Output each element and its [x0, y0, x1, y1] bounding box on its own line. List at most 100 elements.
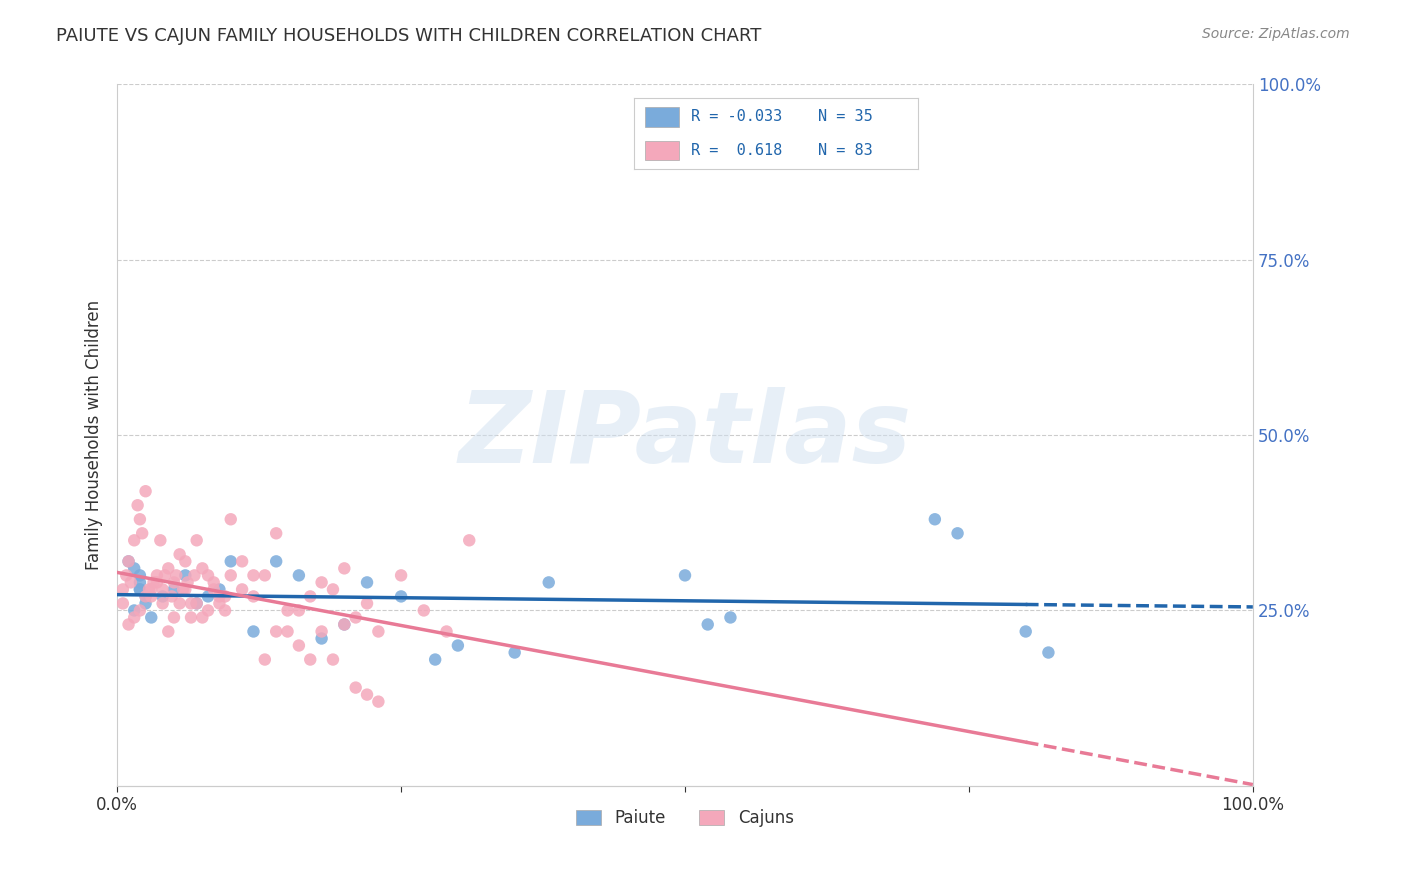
- Point: [122, 561, 145, 575]
- Point: [288, 639, 311, 653]
- Point: [141, 582, 163, 597]
- Point: [537, 575, 560, 590]
- Point: [208, 590, 231, 604]
- Point: [253, 652, 276, 666]
- Point: [142, 575, 165, 590]
- Point: [696, 617, 718, 632]
- Point: [219, 512, 242, 526]
- Point: [174, 554, 197, 568]
- Point: [191, 610, 214, 624]
- Point: [169, 547, 191, 561]
- Point: [344, 681, 367, 695]
- Point: [367, 624, 389, 639]
- Point: [174, 568, 197, 582]
- Point: [344, 610, 367, 624]
- Point: [322, 652, 344, 666]
- Point: [163, 575, 186, 590]
- Point: [197, 603, 219, 617]
- Point: [242, 624, 264, 639]
- Point: [253, 568, 276, 582]
- Point: [311, 632, 333, 646]
- Point: [169, 596, 191, 610]
- Point: [1038, 646, 1060, 660]
- Point: [299, 590, 322, 604]
- Point: [129, 568, 152, 582]
- Point: [356, 575, 378, 590]
- Point: [673, 568, 696, 582]
- Point: [219, 554, 242, 568]
- Point: [152, 590, 174, 604]
- Point: [264, 624, 287, 639]
- Point: [129, 575, 152, 590]
- Point: [120, 575, 142, 590]
- Point: [356, 596, 378, 610]
- Point: [333, 617, 356, 632]
- Point: [458, 533, 481, 548]
- Point: [720, 610, 742, 624]
- Point: [1015, 624, 1038, 639]
- Point: [311, 575, 333, 590]
- Point: [117, 554, 139, 568]
- Point: [157, 561, 180, 575]
- Text: ZIPatlas: ZIPatlas: [458, 386, 911, 483]
- Point: [135, 484, 157, 499]
- Point: [288, 603, 311, 617]
- Point: [208, 596, 231, 610]
- Point: [231, 582, 253, 597]
- Point: [111, 582, 134, 597]
- Point: [333, 617, 356, 632]
- Point: [152, 582, 174, 597]
- Point: [242, 568, 264, 582]
- Point: [202, 575, 225, 590]
- Point: [174, 582, 197, 597]
- Point: [115, 568, 138, 582]
- Point: [924, 512, 946, 526]
- Point: [176, 575, 198, 590]
- Point: [264, 554, 287, 568]
- Point: [172, 582, 194, 597]
- Text: PAIUTE VS CAJUN FAMILY HOUSEHOLDS WITH CHILDREN CORRELATION CHART: PAIUTE VS CAJUN FAMILY HOUSEHOLDS WITH C…: [56, 27, 762, 45]
- Point: [946, 526, 969, 541]
- Point: [141, 610, 163, 624]
- Point: [117, 617, 139, 632]
- Point: [146, 568, 169, 582]
- Legend: Paiute, Cajuns: Paiute, Cajuns: [569, 802, 800, 833]
- Point: [219, 568, 242, 582]
- Point: [503, 646, 526, 660]
- Point: [165, 568, 187, 582]
- Point: [152, 596, 174, 610]
- Point: [129, 582, 152, 597]
- Point: [333, 561, 356, 575]
- Point: [208, 582, 231, 597]
- Point: [191, 561, 214, 575]
- Point: [157, 624, 180, 639]
- Point: [111, 596, 134, 610]
- Point: [183, 568, 205, 582]
- Point: [186, 596, 208, 610]
- Point: [129, 582, 152, 597]
- Point: [367, 695, 389, 709]
- Point: [149, 533, 172, 548]
- Point: [202, 582, 225, 597]
- Point: [288, 568, 311, 582]
- Point: [299, 652, 322, 666]
- Point: [389, 590, 412, 604]
- Point: [129, 512, 152, 526]
- Point: [122, 603, 145, 617]
- Point: [141, 590, 163, 604]
- Point: [311, 624, 333, 639]
- Point: [389, 568, 412, 582]
- Point: [186, 596, 208, 610]
- Y-axis label: Family Households with Children: Family Households with Children: [86, 300, 103, 570]
- Point: [160, 590, 183, 604]
- Point: [153, 568, 176, 582]
- Point: [197, 590, 219, 604]
- Point: [163, 582, 186, 597]
- Point: [122, 533, 145, 548]
- Point: [231, 554, 253, 568]
- Point: [277, 603, 299, 617]
- Text: Source: ZipAtlas.com: Source: ZipAtlas.com: [1202, 27, 1350, 41]
- Point: [138, 582, 160, 597]
- Point: [122, 610, 145, 624]
- Point: [356, 688, 378, 702]
